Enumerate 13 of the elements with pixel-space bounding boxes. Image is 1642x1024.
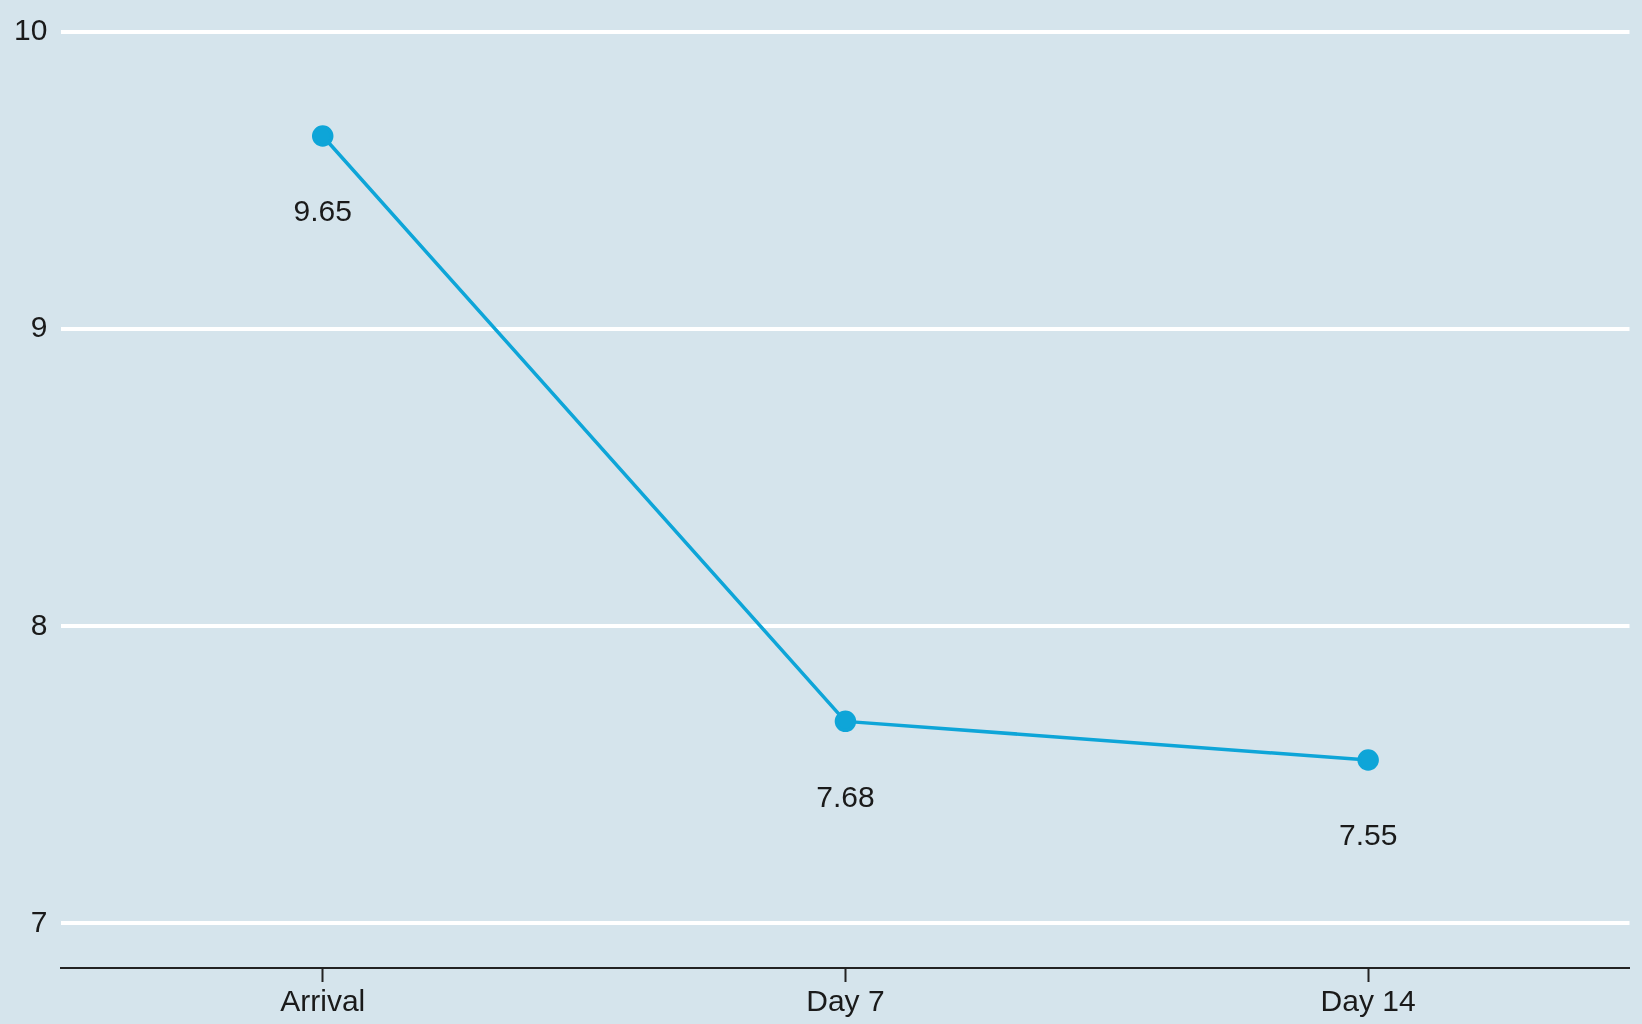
y-tick-label: 9 bbox=[30, 310, 48, 344]
x-tick-label: Day 14 bbox=[1320, 984, 1416, 1018]
x-tick-label: Day 7 bbox=[806, 984, 885, 1018]
x-tick-label: Arrival bbox=[280, 984, 366, 1018]
data-label: 7.68 bbox=[816, 779, 875, 813]
y-tick-label: 10 bbox=[13, 13, 48, 47]
y-tick-label: 7 bbox=[30, 904, 48, 938]
point bbox=[834, 710, 857, 733]
data-label: 7.55 bbox=[1338, 818, 1398, 852]
y-tick-label: 8 bbox=[30, 607, 48, 641]
point bbox=[1357, 749, 1379, 771]
point bbox=[311, 125, 334, 147]
data-label: 9.65 bbox=[293, 194, 352, 228]
